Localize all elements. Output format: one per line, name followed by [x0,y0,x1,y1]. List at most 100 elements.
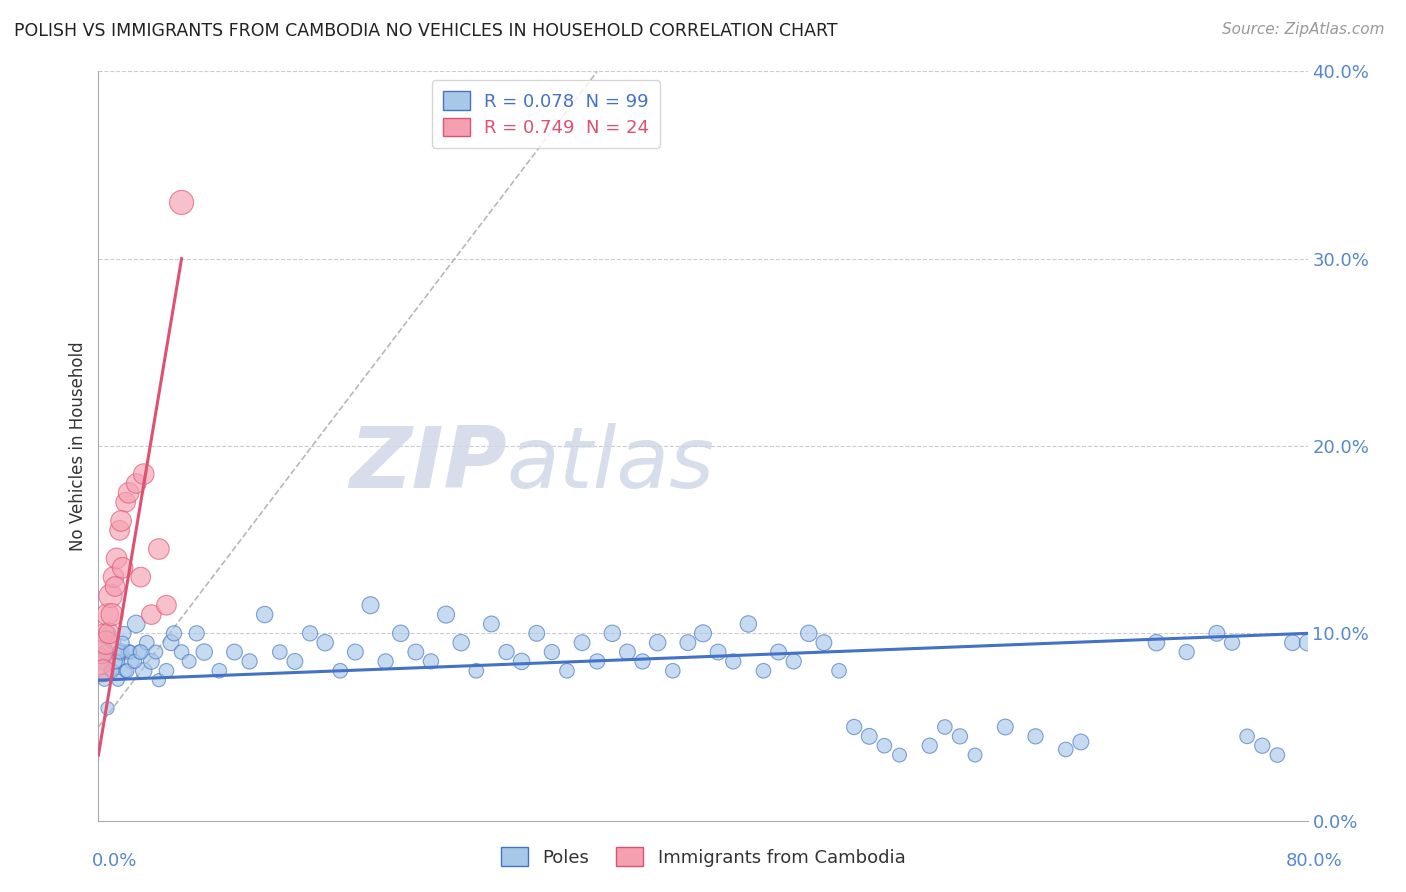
Text: Source: ZipAtlas.com: Source: ZipAtlas.com [1222,22,1385,37]
Point [224,645,246,659]
Point [115,664,138,678]
Point [299,626,322,640]
Point [1220,635,1243,649]
Point [934,720,956,734]
Point [148,542,170,557]
Point [124,655,146,669]
Point [103,635,125,649]
Point [179,655,201,669]
Point [1296,635,1319,649]
Point [676,635,699,649]
Point [118,485,141,500]
Point [631,655,654,669]
Point [93,626,115,640]
Point [114,664,136,678]
Point [160,635,183,649]
Point [465,664,488,678]
Point [1054,742,1077,756]
Point [571,635,593,649]
Legend: R = 0.078  N = 99, R = 0.749  N = 24: R = 0.078 N = 99, R = 0.749 N = 24 [432,80,659,148]
Point [129,645,152,659]
Y-axis label: No Vehicles in Household: No Vehicles in Household [69,341,87,551]
Point [96,607,118,622]
Point [98,626,121,640]
Text: atlas: atlas [506,423,714,507]
Point [89,655,111,669]
Point [125,476,148,491]
Legend: Poles, Immigrants from Cambodia: Poles, Immigrants from Cambodia [494,840,912,874]
Point [96,701,118,715]
Point [737,617,759,632]
Point [434,607,457,622]
Text: POLISH VS IMMIGRANTS FROM CAMBODIA NO VEHICLES IN HOUSEHOLD CORRELATION CHART: POLISH VS IMMIGRANTS FROM CAMBODIA NO VE… [14,22,838,40]
Point [647,635,669,649]
Point [101,664,124,678]
Point [163,626,186,640]
Point [121,655,143,669]
Point [112,626,135,640]
Point [135,635,157,649]
Point [132,467,155,482]
Point [481,617,503,632]
Point [186,626,208,640]
Point [118,645,141,659]
Point [420,655,443,669]
Point [889,747,911,762]
Point [858,730,880,744]
Point [828,664,851,678]
Point [844,720,866,734]
Point [692,626,714,640]
Point [797,626,820,640]
Point [148,673,170,688]
Point [91,664,114,678]
Point [98,626,121,640]
Point [269,645,291,659]
Point [813,635,835,649]
Point [111,561,134,575]
Point [208,664,231,678]
Point [1206,626,1229,640]
Point [344,645,367,659]
Point [107,673,129,688]
Point [616,645,638,659]
Point [661,664,683,678]
Point [752,664,775,678]
Point [93,673,115,688]
Point [141,655,163,669]
Point [100,664,122,678]
Point [1267,747,1289,762]
Point [129,570,152,584]
Point [965,747,987,762]
Point [873,739,896,753]
Point [526,626,548,640]
Text: 80.0%: 80.0% [1286,852,1343,870]
Point [1146,635,1168,649]
Point [114,495,136,509]
Point [110,645,132,659]
Point [405,645,427,659]
Point [108,523,131,537]
Point [193,645,215,659]
Point [360,599,382,613]
Point [586,655,609,669]
Point [239,655,262,669]
Point [949,730,972,744]
Point [104,655,127,669]
Point [510,655,533,669]
Point [495,645,517,659]
Point [105,655,128,669]
Point [450,635,472,649]
Point [105,551,128,566]
Point [555,664,578,678]
Point [1281,635,1303,649]
Point [94,645,117,659]
Point [284,655,307,669]
Text: ZIP: ZIP [349,423,506,507]
Point [90,645,112,659]
Point [108,645,131,659]
Point [602,626,624,640]
Point [1175,645,1198,659]
Point [145,645,167,659]
Point [994,720,1017,734]
Point [723,655,745,669]
